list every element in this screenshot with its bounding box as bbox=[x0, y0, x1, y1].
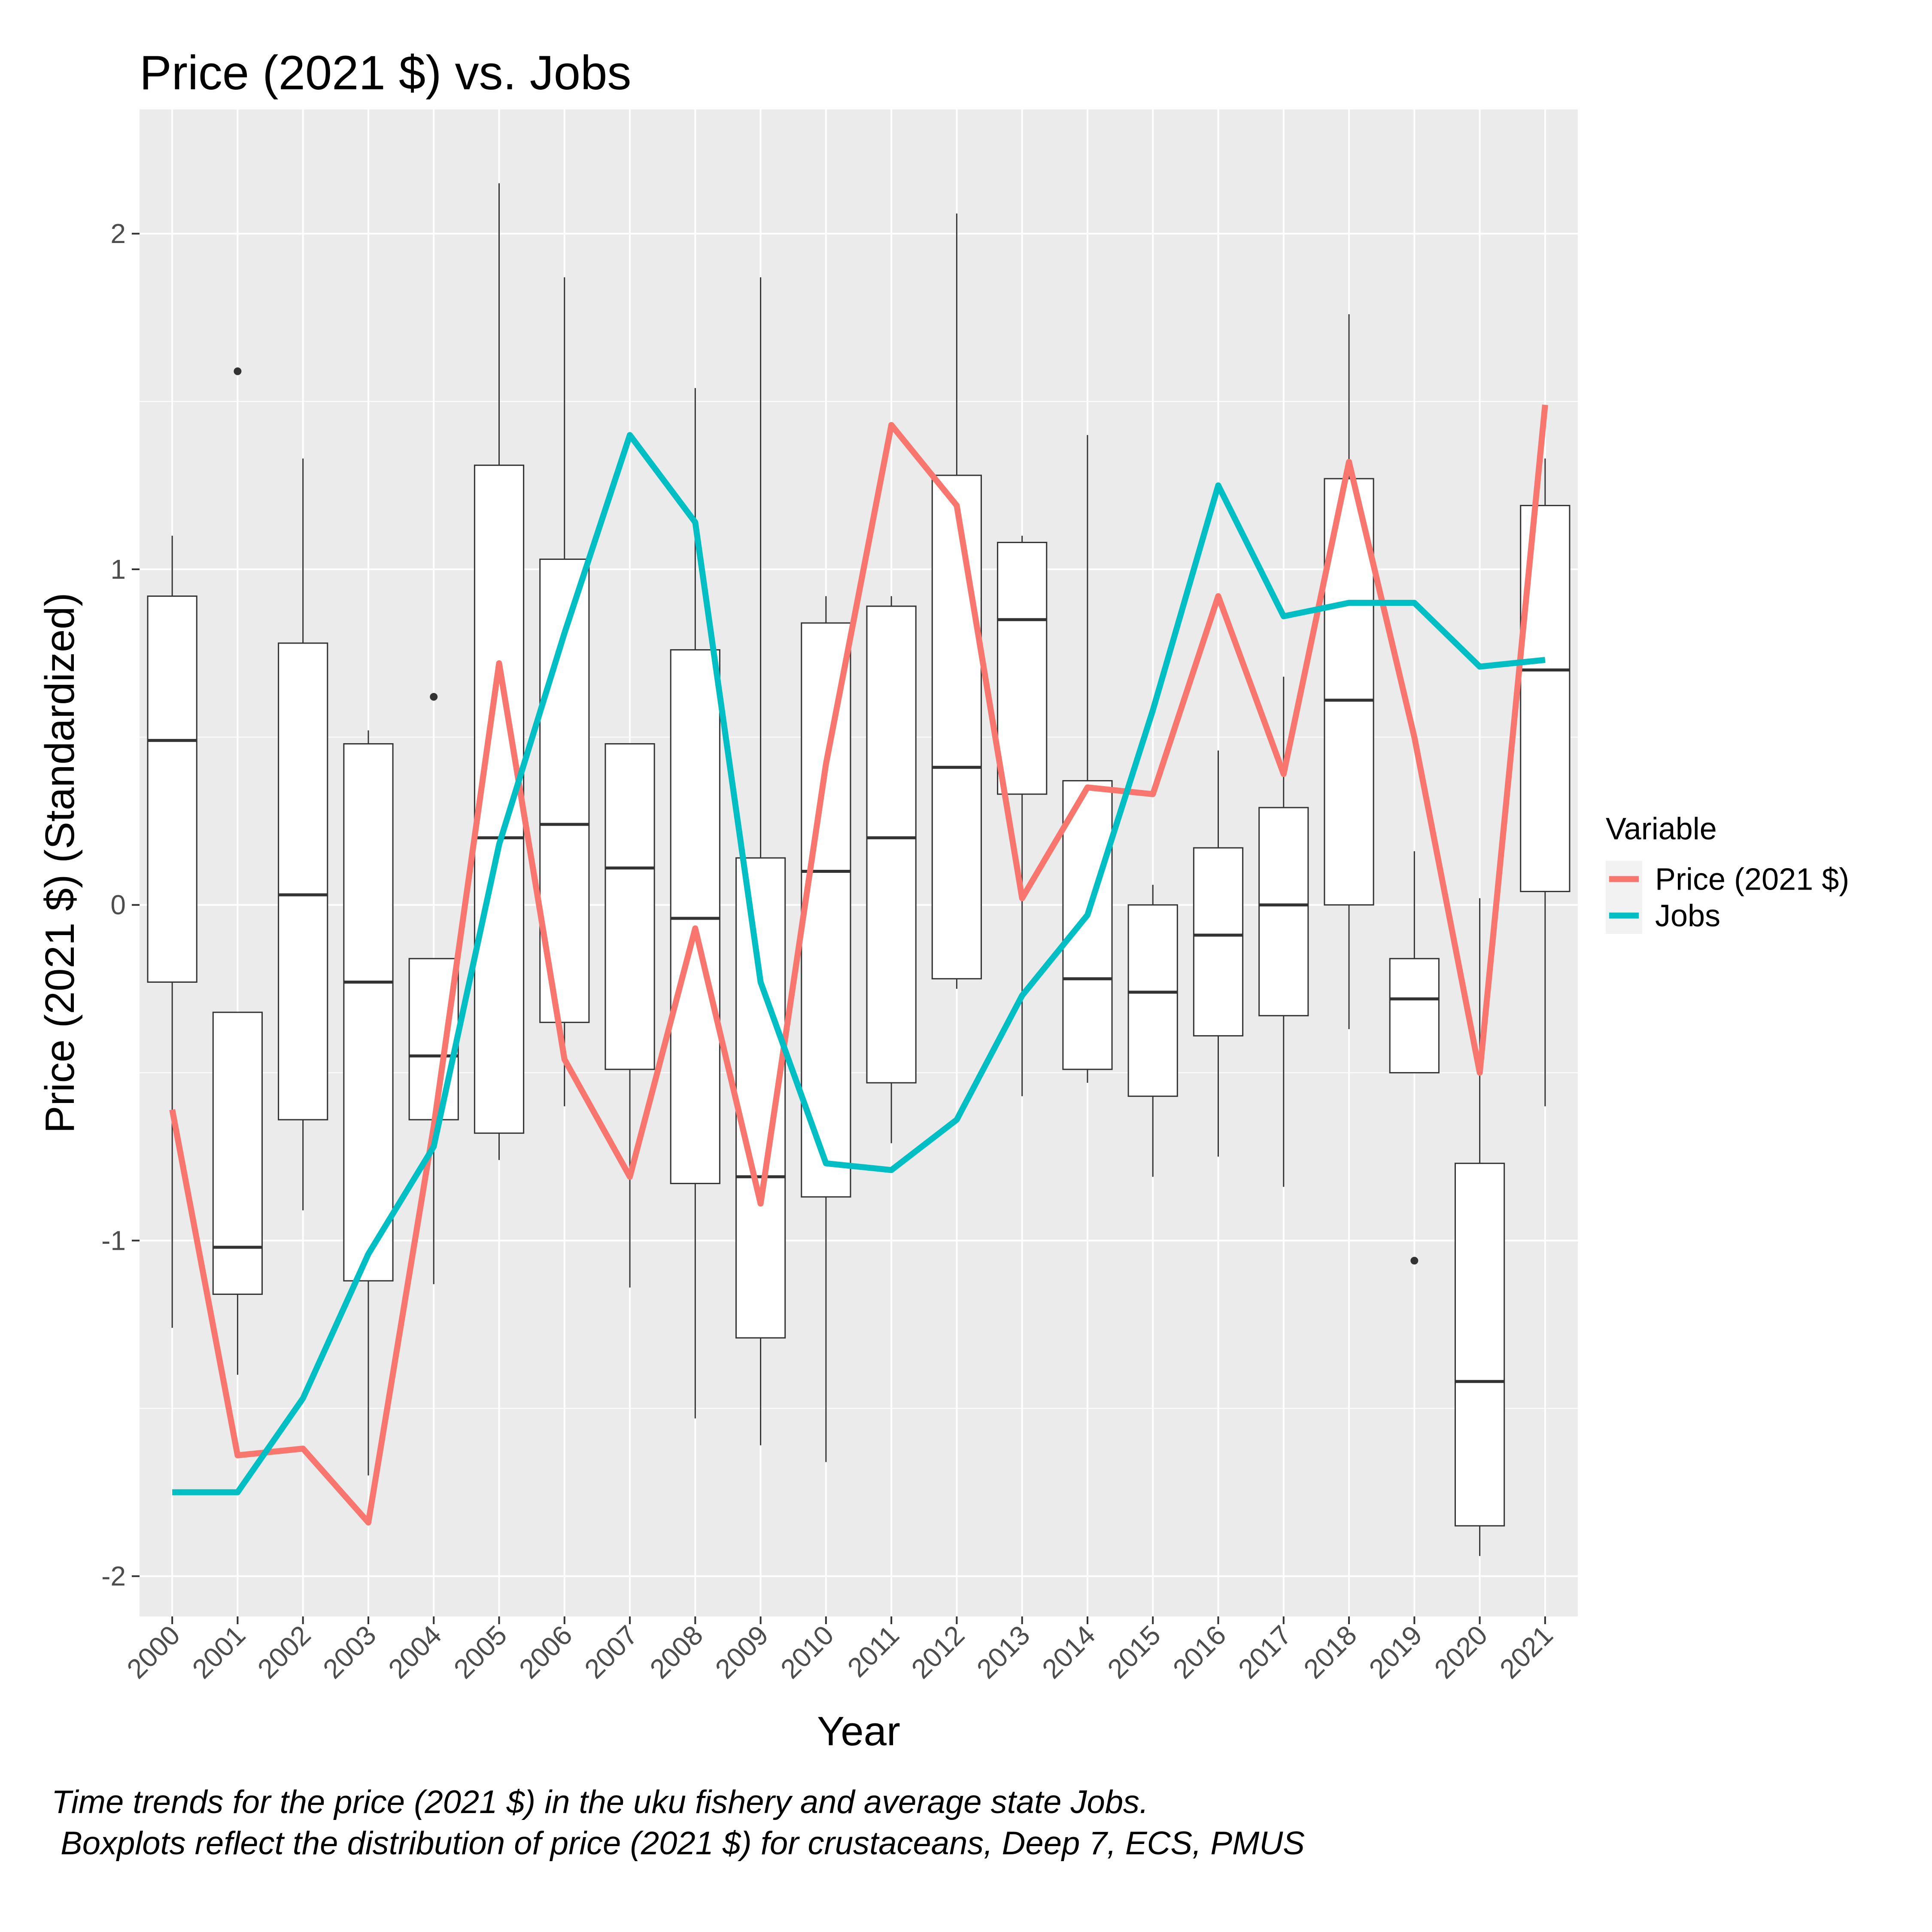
x-tick-label: 2012 bbox=[905, 1619, 971, 1685]
legend-label: Jobs bbox=[1655, 899, 1720, 933]
boxplot-2010 bbox=[801, 596, 851, 1462]
box bbox=[1127, 904, 1178, 1097]
x-tick-label: 2008 bbox=[644, 1619, 709, 1685]
box bbox=[278, 642, 328, 1121]
x-axis: 2000 2001 2002 2003 2004 2005 2006 2007 2008 2009… bbox=[121, 1616, 1559, 1685]
box bbox=[866, 605, 917, 1084]
x-tick-label: 2014 bbox=[1036, 1619, 1101, 1685]
x-tick-label: 2010 bbox=[775, 1619, 840, 1685]
series-lines bbox=[169, 404, 1548, 1526]
boxplot-2008 bbox=[670, 388, 720, 1419]
box bbox=[343, 743, 394, 1282]
y-tick-label: 0 bbox=[110, 890, 126, 920]
box bbox=[408, 958, 459, 1121]
x-tick-label: 2003 bbox=[317, 1619, 382, 1685]
caption-line-2: Boxplots reflect the distribution of pri… bbox=[52, 1825, 1305, 1862]
caption: Time trends for the price (2021 $) in th… bbox=[52, 1782, 1898, 1864]
box bbox=[147, 595, 197, 983]
box bbox=[1062, 780, 1113, 1070]
caption-line-1: Time trends for the price (2021 $) in th… bbox=[52, 1784, 1149, 1820]
box bbox=[212, 1012, 263, 1295]
x-tick-label: 2005 bbox=[448, 1619, 513, 1685]
boxplot-2014 bbox=[1062, 435, 1113, 1083]
x-tick-label: 2009 bbox=[709, 1619, 775, 1685]
boxplot-2007 bbox=[605, 743, 655, 1288]
y-axis-title: Price (2021 $) (Standardized) bbox=[37, 592, 83, 1133]
box bbox=[997, 541, 1048, 795]
legend-title: Variable bbox=[1606, 812, 1717, 846]
boxplot-2002 bbox=[278, 459, 328, 1211]
legend-label: Price (2021 $) bbox=[1655, 863, 1849, 897]
x-tick-label: 2004 bbox=[383, 1619, 448, 1685]
box bbox=[605, 743, 655, 1070]
box bbox=[1389, 958, 1440, 1074]
boxplot-2020 bbox=[1454, 898, 1505, 1556]
y-axis: -2 -1 0 1 2 bbox=[101, 218, 140, 1592]
box bbox=[1258, 807, 1309, 1017]
boxplot-2017 bbox=[1258, 677, 1309, 1187]
boxplot-2012 bbox=[931, 213, 982, 989]
outlier-point bbox=[430, 693, 438, 701]
x-tick-label: 2001 bbox=[186, 1619, 252, 1685]
x-tick-label: 2020 bbox=[1428, 1619, 1494, 1685]
box bbox=[931, 474, 982, 980]
x-tick-label: 2017 bbox=[1232, 1619, 1297, 1685]
legend: Variable Price (2021 $)Jobs bbox=[1606, 812, 1849, 934]
boxplot-2000 bbox=[147, 535, 197, 1328]
boxplot-2013 bbox=[997, 535, 1048, 1097]
x-tick-label: 2000 bbox=[121, 1619, 186, 1685]
outlier-point bbox=[1410, 1257, 1419, 1265]
boxplot-2016 bbox=[1193, 750, 1244, 1157]
boxplot-2019 bbox=[1389, 851, 1440, 1265]
y-tick-label: 2 bbox=[110, 218, 126, 249]
y-tick-label: -2 bbox=[101, 1561, 126, 1592]
box bbox=[1193, 847, 1244, 1037]
x-tick-label: 2013 bbox=[971, 1619, 1036, 1685]
x-tick-label: 2021 bbox=[1494, 1619, 1559, 1685]
chart-title: Price (2021 $) vs. Jobs bbox=[140, 46, 631, 100]
x-tick-label: 2019 bbox=[1363, 1619, 1428, 1685]
x-tick-label: 2002 bbox=[252, 1619, 317, 1685]
series-line-jobs bbox=[172, 432, 1546, 1495]
x-tick-label: 2007 bbox=[578, 1619, 644, 1685]
x-tick-label: 2006 bbox=[513, 1619, 578, 1685]
box bbox=[670, 649, 720, 1185]
boxplot-2015 bbox=[1127, 884, 1178, 1177]
box bbox=[801, 622, 851, 1198]
x-axis-title: Year bbox=[817, 1708, 900, 1754]
series-line-price-2021 bbox=[169, 404, 1548, 1526]
outlier-point bbox=[234, 367, 242, 375]
y-tick-label: -1 bbox=[101, 1225, 126, 1256]
y-tick-label: 1 bbox=[110, 554, 126, 585]
x-tick-label: 2011 bbox=[841, 1619, 905, 1683]
x-tick-label: 2018 bbox=[1297, 1619, 1363, 1685]
x-tick-label: 2015 bbox=[1102, 1619, 1167, 1685]
x-tick-label: 2016 bbox=[1167, 1619, 1232, 1685]
boxplot-2003 bbox=[343, 730, 394, 1476]
boxplot-2011 bbox=[866, 596, 917, 1143]
box bbox=[1454, 1163, 1505, 1527]
boxplot-2001 bbox=[212, 367, 263, 1375]
